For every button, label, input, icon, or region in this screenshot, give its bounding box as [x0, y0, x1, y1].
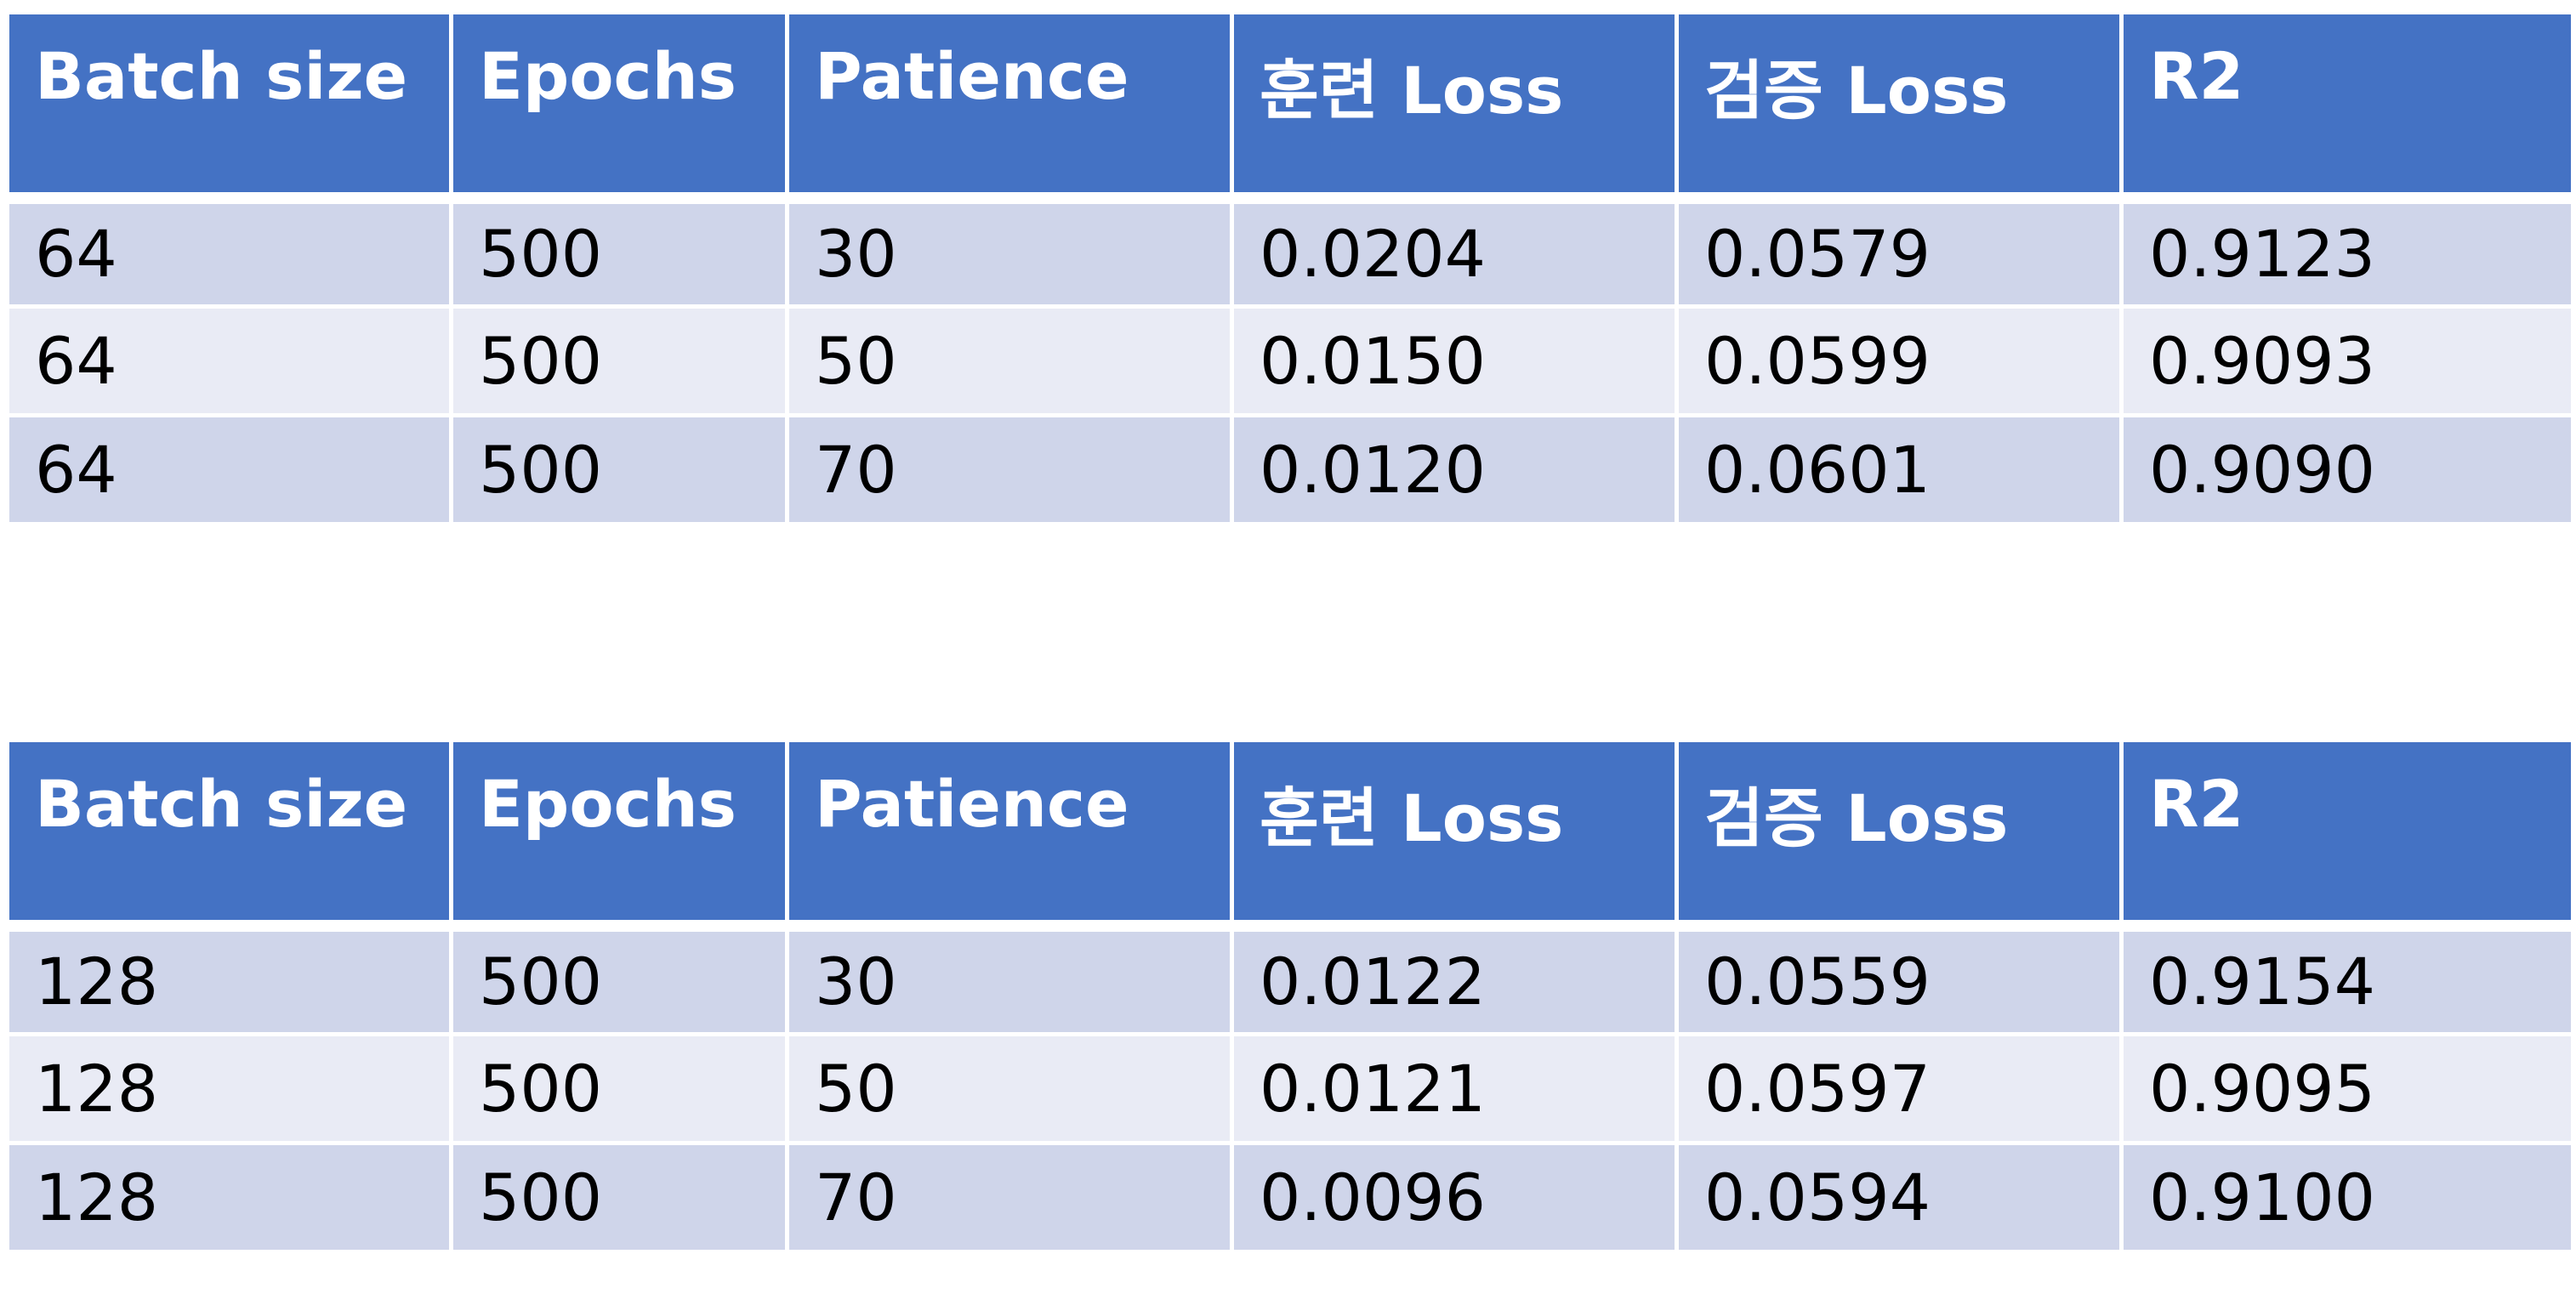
header-train-loss: 훈련 Loss [1230, 10, 1679, 200]
cell-val-loss: 0.0559 [1675, 923, 2124, 1036]
table-header: Batch size Epochs Patience 훈련 Loss 검증 Lo… [5, 738, 2575, 928]
header-epochs: Epochs [449, 738, 789, 928]
cell-epochs: 500 [449, 304, 789, 417]
cell-epochs: 500 [449, 1032, 789, 1145]
cell-batch-size: 64 [5, 413, 453, 526]
table-row: 64 500 30 0.0204 0.0579 0.9123 [5, 196, 2575, 309]
cell-batch-size: 64 [5, 196, 453, 309]
cell-train-loss: 0.0122 [1230, 923, 1679, 1036]
cell-train-loss: 0.0150 [1230, 304, 1679, 417]
header-epochs: Epochs [449, 10, 789, 200]
cell-val-loss: 0.0601 [1675, 413, 2124, 526]
cell-val-loss: 0.0599 [1675, 304, 2124, 417]
cell-epochs: 500 [449, 923, 789, 1036]
cell-patience: 50 [785, 1032, 1234, 1145]
cell-val-loss: 0.0579 [1675, 196, 2124, 309]
cell-train-loss: 0.0121 [1230, 1032, 1679, 1145]
cell-patience: 70 [785, 413, 1234, 526]
table-row: 128 500 50 0.0121 0.0597 0.9095 [5, 1032, 2575, 1145]
header-patience: Patience [785, 738, 1234, 928]
results-table-batch-64: Batch size Epochs Patience 훈련 Loss 검증 Lo… [5, 10, 2575, 526]
table-body: 64 500 30 0.0204 0.0579 0.9123 64 500 50… [5, 196, 2575, 526]
cell-patience: 70 [785, 1141, 1234, 1254]
header-batch-size: Batch size [5, 10, 453, 200]
cell-patience: 30 [785, 923, 1234, 1036]
results-table-batch-128: Batch size Epochs Patience 훈련 Loss 검증 Lo… [5, 738, 2575, 1254]
table-row: 128 500 70 0.0096 0.0594 0.9100 [5, 1141, 2575, 1254]
cell-epochs: 500 [449, 1141, 789, 1254]
table-row: 64 500 70 0.0120 0.0601 0.9090 [5, 413, 2575, 526]
header-row: Batch size Epochs Patience 훈련 Loss 검증 Lo… [5, 738, 2575, 928]
table-header: Batch size Epochs Patience 훈련 Loss 검증 Lo… [5, 10, 2575, 200]
header-patience: Patience [785, 10, 1234, 200]
cell-r2: 0.9100 [2119, 1141, 2575, 1254]
header-batch-size: Batch size [5, 738, 453, 928]
cell-train-loss: 0.0096 [1230, 1141, 1679, 1254]
cell-patience: 50 [785, 304, 1234, 417]
cell-batch-size: 128 [5, 923, 453, 1036]
cell-r2: 0.9093 [2119, 304, 2575, 417]
cell-r2: 0.9095 [2119, 1032, 2575, 1145]
table-body: 128 500 30 0.0122 0.0559 0.9154 128 500 … [5, 923, 2575, 1254]
cell-batch-size: 64 [5, 304, 453, 417]
cell-val-loss: 0.0594 [1675, 1141, 2124, 1254]
table-row: 128 500 30 0.0122 0.0559 0.9154 [5, 923, 2575, 1036]
cell-epochs: 500 [449, 196, 789, 309]
cell-batch-size: 128 [5, 1141, 453, 1254]
cell-train-loss: 0.0204 [1230, 196, 1679, 309]
table-row: 64 500 50 0.0150 0.0599 0.9093 [5, 304, 2575, 417]
header-r2: R2 [2119, 10, 2575, 200]
header-val-loss: 검증 Loss [1675, 738, 2124, 928]
header-r2: R2 [2119, 738, 2575, 928]
cell-r2: 0.9154 [2119, 923, 2575, 1036]
cell-r2: 0.9090 [2119, 413, 2575, 526]
cell-train-loss: 0.0120 [1230, 413, 1679, 526]
cell-r2: 0.9123 [2119, 196, 2575, 309]
header-train-loss: 훈련 Loss [1230, 738, 1679, 928]
header-row: Batch size Epochs Patience 훈련 Loss 검증 Lo… [5, 10, 2575, 200]
cell-val-loss: 0.0597 [1675, 1032, 2124, 1145]
cell-patience: 30 [785, 196, 1234, 309]
header-val-loss: 검증 Loss [1675, 10, 2124, 200]
cell-epochs: 500 [449, 413, 789, 526]
cell-batch-size: 128 [5, 1032, 453, 1145]
